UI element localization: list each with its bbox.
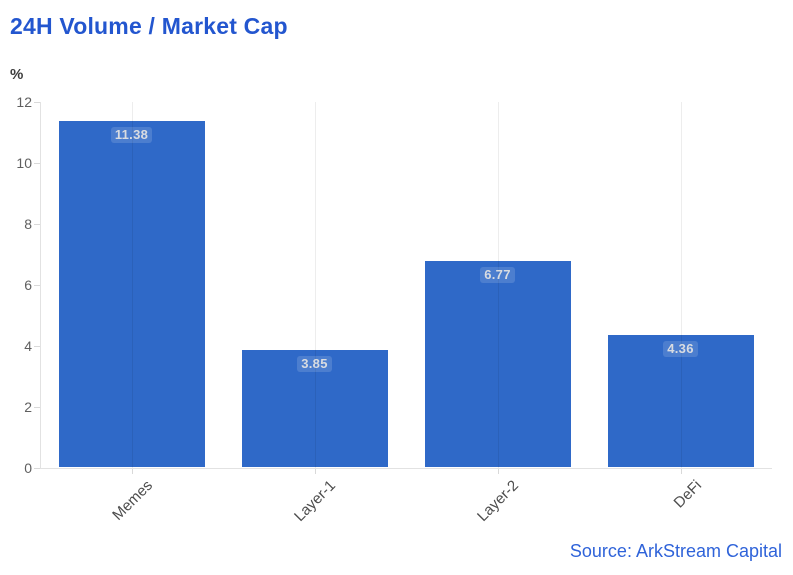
- y-axis-line: [40, 102, 41, 468]
- bar-value-label: 3.85: [242, 356, 388, 373]
- x-tick-mark: [497, 468, 499, 474]
- y-axis-tick-label: 2: [24, 398, 32, 415]
- bar: [607, 334, 754, 468]
- x-tick-mark: [680, 468, 682, 474]
- y-tick-mark: [34, 467, 40, 469]
- bar: [241, 350, 388, 468]
- y-tick-mark: [34, 345, 40, 347]
- bar-value-label: 4.36: [608, 340, 754, 357]
- x-axis-line: [40, 467, 772, 469]
- y-tick-mark: [34, 406, 40, 408]
- x-axis-tick-label: Layer-1: [290, 477, 339, 525]
- bar-value-label: 11.38: [59, 126, 205, 143]
- y-axis-tick-label: 0: [24, 459, 32, 476]
- bar: [58, 120, 205, 468]
- category-gridline: [497, 102, 499, 468]
- y-axis-tick-label: 12: [16, 94, 32, 110]
- x-axis-tick-label: Memes: [108, 477, 156, 524]
- y-tick-mark: [34, 162, 40, 164]
- y-axis-unit-label: %: [10, 66, 24, 83]
- y-tick-mark: [34, 102, 40, 103]
- y-axis-tick-label: 8: [24, 215, 32, 232]
- chart-title: 24H Volume / Market Cap: [10, 13, 288, 39]
- y-tick-mark: [34, 223, 40, 225]
- y-axis-tick-label: 6: [24, 276, 32, 293]
- y-axis-tick-label: 4: [24, 337, 32, 354]
- category-gridline: [131, 102, 133, 468]
- x-tick-mark: [314, 468, 316, 474]
- x-tick-mark: [131, 468, 133, 474]
- category-gridline: [680, 102, 682, 468]
- y-tick-mark: [34, 284, 40, 286]
- y-axis-tick-label: 10: [16, 154, 32, 171]
- bar: [424, 261, 571, 468]
- source-credit: Source: ArkStream Capital: [569, 541, 782, 561]
- bar-value-label: 6.77: [425, 267, 571, 284]
- x-axis-tick-label: Layer-2: [473, 477, 522, 525]
- category-gridline: [314, 102, 316, 468]
